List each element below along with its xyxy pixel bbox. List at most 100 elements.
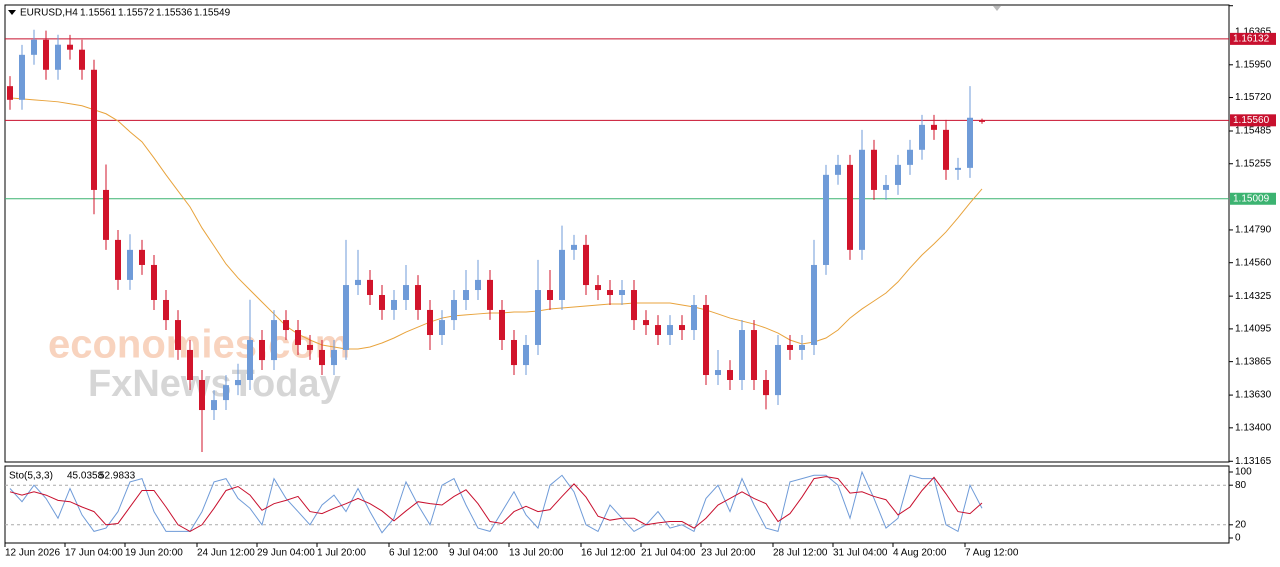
stoch-tick-label: 80 — [1235, 480, 1247, 491]
stoch-tick-label: 0 — [1235, 533, 1241, 544]
moving-average — [9, 97, 983, 350]
candle-body — [607, 290, 613, 296]
candle-body — [667, 325, 673, 336]
level-badge — [1230, 114, 1276, 127]
candle-body — [619, 290, 625, 296]
x-tick-label: 13 Jul 20:00 — [509, 548, 564, 559]
y-tick-label: 1.15485 — [1235, 126, 1272, 137]
y-tick-label: 1.14790 — [1235, 225, 1272, 236]
candle-body — [367, 279, 373, 296]
candle-body — [403, 285, 409, 300]
stochastic-panel — [4, 465, 1230, 544]
x-tick-label: 7 Aug 12:00 — [965, 548, 1019, 559]
stoch-tick-label: 20 — [1235, 519, 1247, 530]
candle-body — [763, 379, 769, 396]
shift-marker[interactable] — [993, 6, 1001, 11]
candle-body — [811, 264, 817, 345]
y-tick-label: 1.13165 — [1235, 456, 1272, 467]
candle-body — [931, 124, 937, 130]
candle-body — [739, 330, 745, 380]
candle-body — [559, 249, 565, 300]
candle-body — [547, 290, 553, 300]
y-tick-label: 1.13400 — [1235, 422, 1272, 433]
last-high: 1.15572 — [118, 8, 155, 19]
candle-body — [7, 86, 13, 100]
candle-body — [979, 120, 985, 122]
x-tick-label: 6 Jul 12:00 — [389, 548, 438, 559]
y-tick-label: 1.15950 — [1235, 59, 1272, 70]
candle-body — [115, 239, 121, 280]
candle-body — [655, 325, 661, 336]
stoch-title: Sto(5,3,3) — [9, 471, 53, 482]
level-label: 1.16132 — [1233, 34, 1270, 45]
x-tick-label: 16 Jul 12:00 — [581, 548, 636, 559]
candle-body — [271, 320, 277, 361]
candle-body — [379, 295, 385, 310]
candle-body — [967, 117, 973, 168]
x-tick-label: 17 Jun 04:00 — [65, 548, 123, 559]
x-tick-label: 23 Jul 20:00 — [701, 548, 756, 559]
level-label: 1.15009 — [1233, 193, 1270, 204]
candle-body — [223, 385, 229, 401]
candle-body — [475, 279, 481, 291]
y-tick-label: 1.13630 — [1235, 390, 1272, 401]
candle-body — [163, 299, 169, 321]
candle-body — [331, 349, 337, 366]
candle-body — [235, 379, 241, 386]
y-tick-label: 1.13865 — [1235, 356, 1272, 367]
candle-body — [355, 279, 361, 286]
candle-body — [55, 44, 61, 70]
candle-body — [19, 54, 25, 100]
candle-body — [283, 320, 289, 331]
y-tick-label: 1.15720 — [1235, 92, 1272, 103]
candle-body — [451, 299, 457, 321]
level-label: 1.15560 — [1233, 115, 1270, 126]
candle-body — [427, 309, 433, 336]
last-close: 1.15549 — [194, 8, 231, 19]
x-tick-label: 1 Jul 20:00 — [317, 548, 366, 559]
x-tick-label: 19 Jun 20:00 — [125, 548, 183, 559]
y-tick-label: 1.14560 — [1235, 257, 1272, 268]
candle-body — [151, 264, 157, 300]
candle-body — [859, 149, 865, 250]
y-tick-label: 1.16365 — [1235, 27, 1272, 38]
x-tick-label: 9 Jul 04:00 — [449, 548, 498, 559]
candle-body — [319, 349, 325, 366]
candle-body — [199, 379, 205, 411]
candle-body — [943, 129, 949, 170]
candle-body — [259, 339, 265, 361]
candle-body — [139, 249, 145, 265]
y-tick-label: 1.14095 — [1235, 324, 1272, 335]
candle-body — [595, 285, 601, 291]
candle-body — [643, 320, 649, 326]
candle-body — [307, 344, 313, 350]
candle-body — [715, 370, 721, 376]
x-tick-label: 21 Jul 04:00 — [641, 548, 696, 559]
candle-body — [499, 309, 505, 340]
level-badge — [1230, 32, 1276, 45]
candle-body — [463, 290, 469, 300]
watermark-text: economies.com — [48, 323, 350, 367]
x-tick-label: 24 Jun 12:00 — [197, 548, 255, 559]
candle-body — [823, 174, 829, 265]
candle-body — [631, 290, 637, 321]
candle-body — [787, 344, 793, 350]
stoch-line — [9, 476, 983, 532]
candle-body — [919, 124, 925, 150]
candle-body — [907, 149, 913, 165]
stoch-tick-label: 100 — [1235, 467, 1252, 478]
candle-body — [91, 69, 97, 190]
candle-body — [727, 370, 733, 380]
candle-body — [799, 344, 805, 350]
candle-body — [535, 290, 541, 345]
candle-body — [187, 349, 193, 380]
candle-body — [415, 285, 421, 310]
symbol: EURUSD,H4 — [20, 8, 78, 19]
x-tick-label: 29 Jun 04:00 — [257, 548, 315, 559]
level-badge — [1230, 192, 1276, 205]
candle-body — [775, 344, 781, 396]
menu-arrow[interactable] — [8, 10, 16, 15]
candle-body — [391, 299, 397, 310]
y-tick-label: 1.14325 — [1235, 291, 1272, 302]
